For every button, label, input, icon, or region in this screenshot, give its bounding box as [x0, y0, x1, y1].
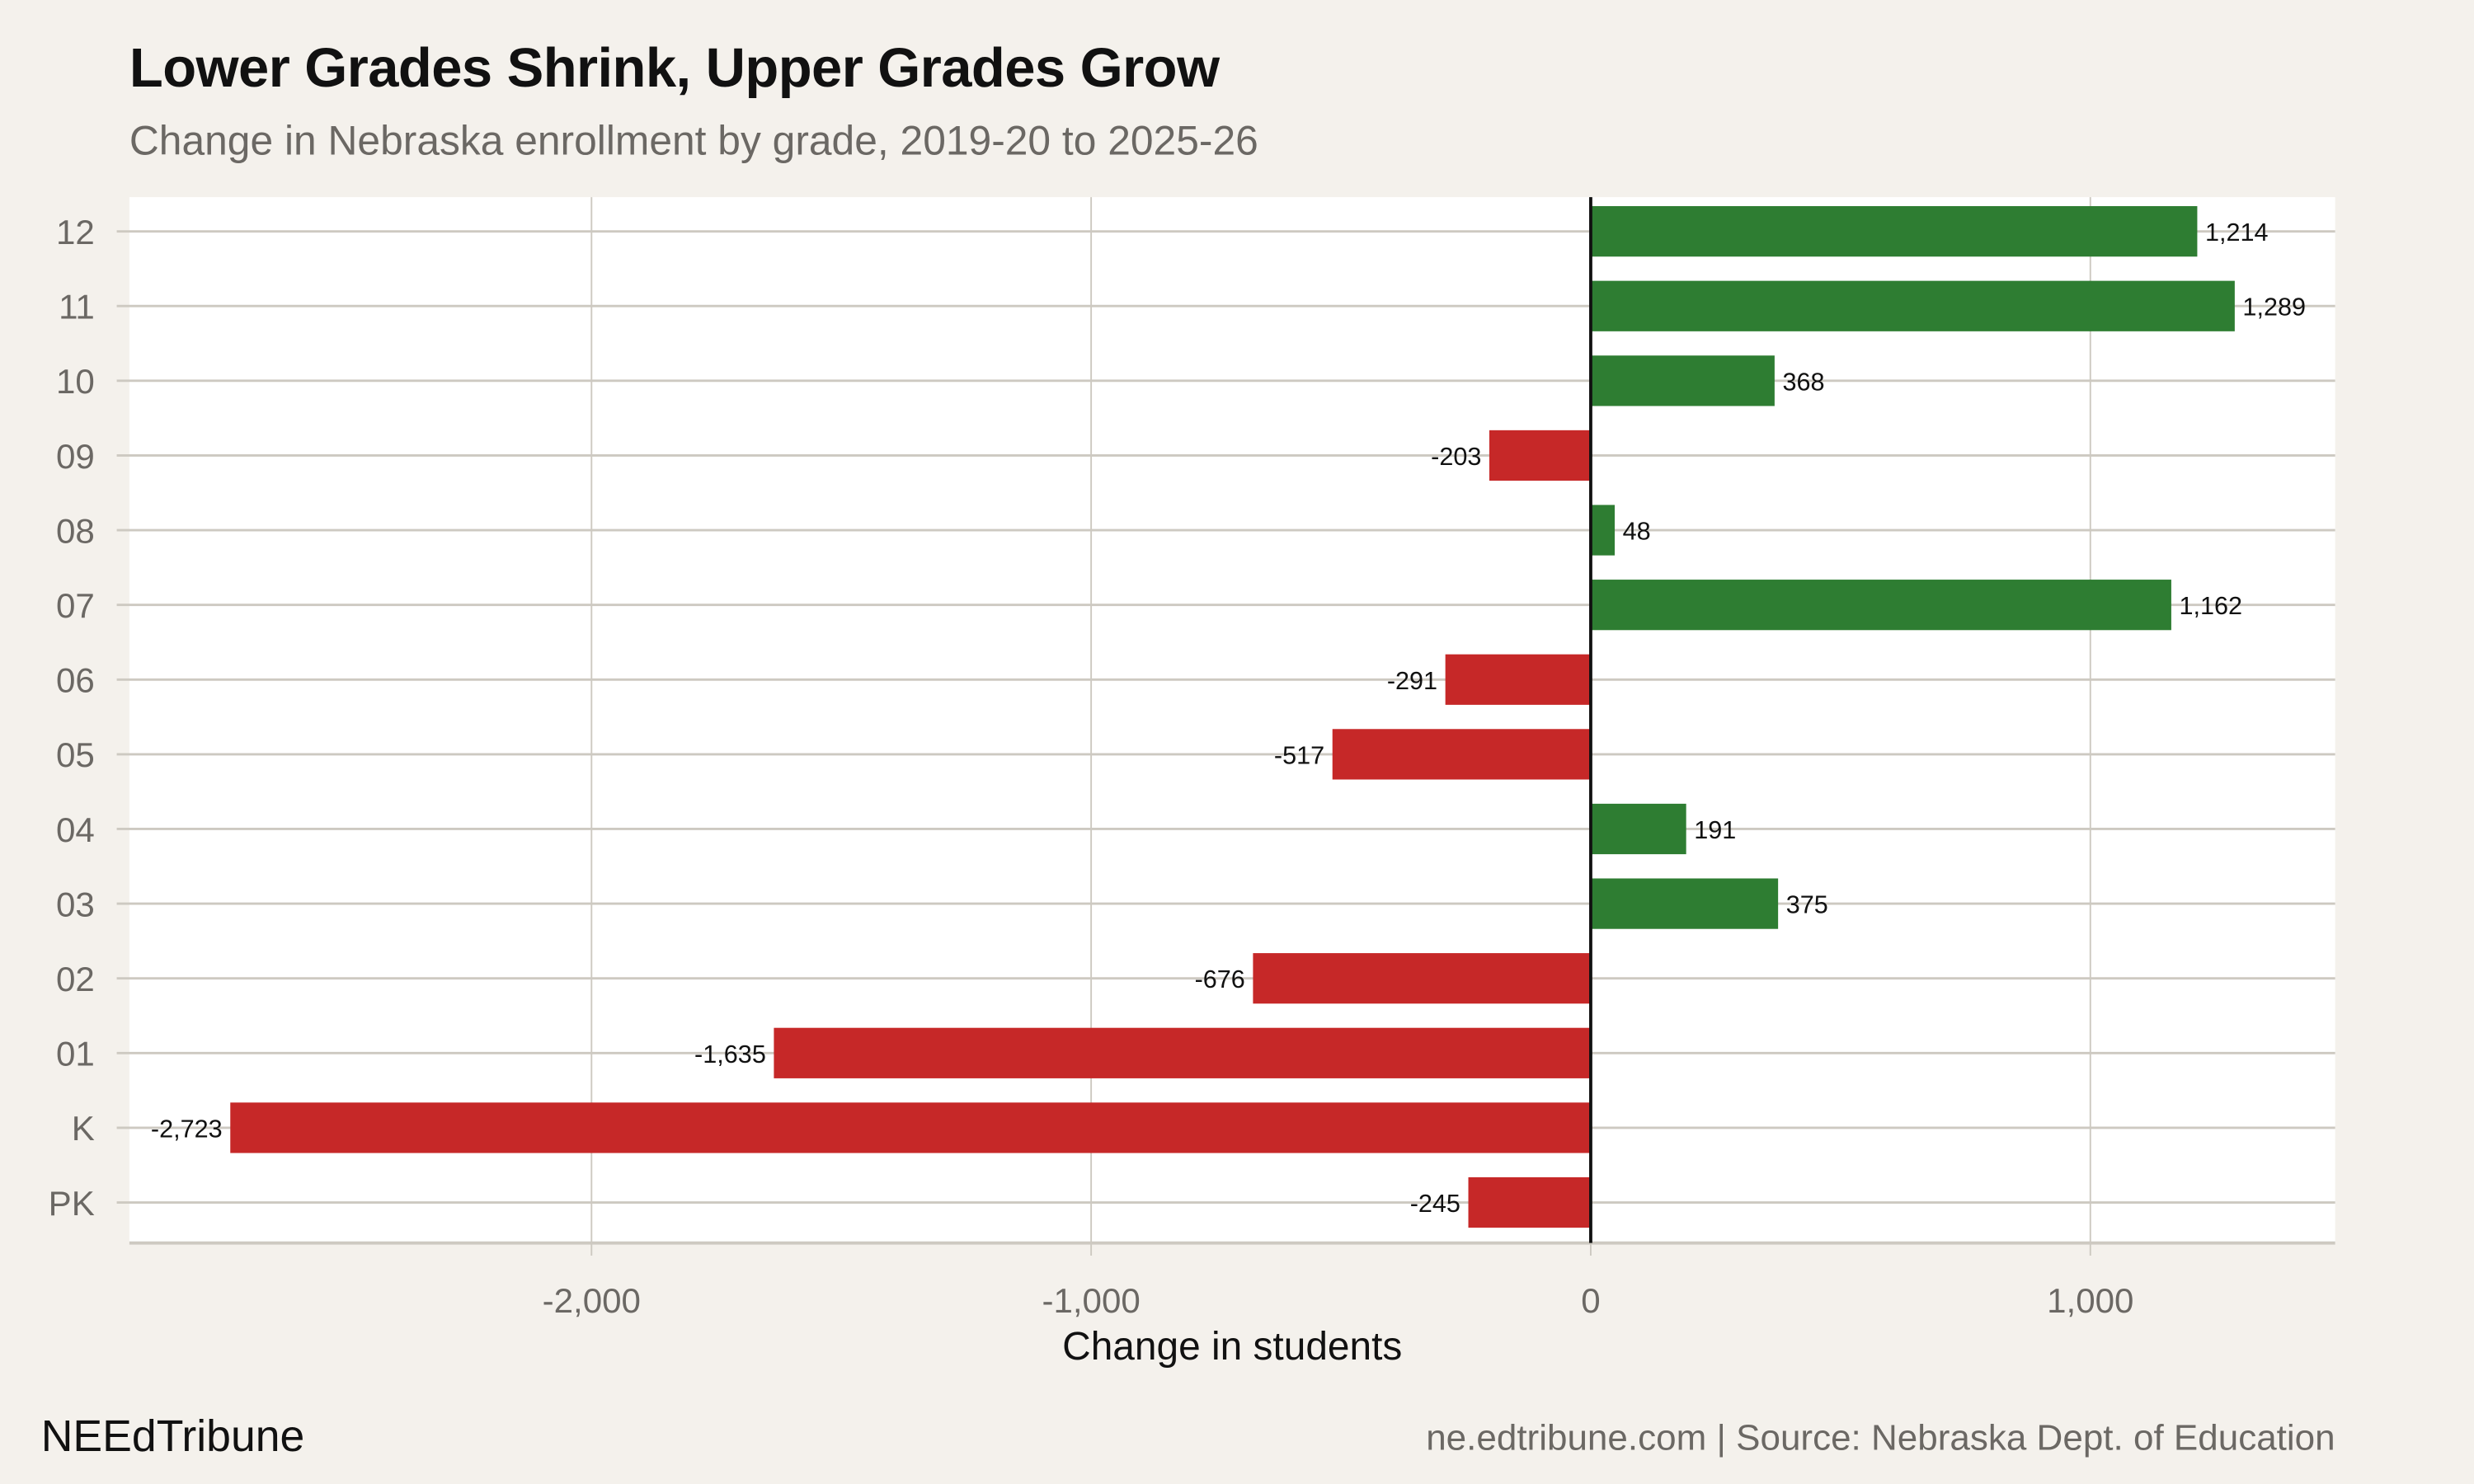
chart-subtitle: Change in Nebraska enrollment by grade, … [129, 116, 1258, 164]
bar-12 [1590, 206, 2198, 257]
data-label: -203 [1431, 443, 1481, 471]
x-tick-label: -1,000 [1042, 1281, 1140, 1320]
y-tick-label: 10 [56, 362, 95, 401]
data-label: 1,214 [2205, 218, 2269, 247]
bar-02 [1253, 953, 1591, 1004]
x-axis-title: Change in students [1062, 1325, 1402, 1369]
bar-K [230, 1102, 1591, 1153]
bar-11 [1590, 280, 2235, 331]
bar-06 [1445, 654, 1591, 705]
data-label: 1,162 [2179, 592, 2242, 620]
y-tick-label: 05 [56, 735, 95, 774]
y-tick-label: 02 [56, 960, 95, 998]
y-tick-label: 01 [56, 1035, 95, 1073]
y-tick-label: 09 [56, 437, 95, 476]
x-tick-label: 1,000 [2047, 1281, 2133, 1320]
y-tick-label: 07 [56, 586, 95, 625]
y-tick-label: 04 [56, 810, 95, 849]
y-tick-label: 06 [56, 661, 95, 700]
data-label: -1,635 [694, 1040, 766, 1068]
y-tick-label: 03 [56, 885, 95, 923]
bar-PK [1468, 1176, 1591, 1228]
x-tick-label: 0 [1581, 1281, 1600, 1320]
y-tick-label: 08 [56, 511, 95, 550]
bar-03 [1590, 878, 1779, 929]
y-tick-label: 11 [59, 288, 95, 326]
data-label: -291 [1387, 667, 1437, 695]
bar-04 [1590, 803, 1686, 855]
data-label: -517 [1274, 741, 1324, 769]
chart-title: Lower Grades Shrink, Upper Grades Grow [129, 37, 1220, 100]
data-label: -245 [1410, 1190, 1460, 1218]
bar-05 [1332, 729, 1591, 780]
data-label: 368 [1782, 368, 1824, 396]
data-label: -2,723 [151, 1115, 223, 1143]
y-tick-label: K [72, 1109, 95, 1148]
x-tick-label: -2,000 [543, 1281, 641, 1320]
plot-panel [129, 197, 2335, 1243]
data-label: 48 [1623, 518, 1651, 546]
data-label: -676 [1195, 965, 1245, 993]
y-tick-label: PK [49, 1184, 95, 1223]
source-credit: ne.edtribune.com | Source: Nebraska Dept… [1426, 1416, 2335, 1458]
data-label: 1,289 [2242, 294, 2306, 322]
bar-01 [774, 1027, 1591, 1078]
bar-10 [1590, 355, 1775, 406]
brand-logo-text: NEEdTribune [40, 1411, 305, 1461]
y-tick-label: 12 [56, 213, 95, 251]
bar-08 [1590, 505, 1616, 556]
data-label: 375 [1786, 891, 1828, 919]
bar-09 [1489, 430, 1591, 481]
data-label: 191 [1694, 816, 1736, 844]
bar-07 [1590, 580, 2171, 631]
